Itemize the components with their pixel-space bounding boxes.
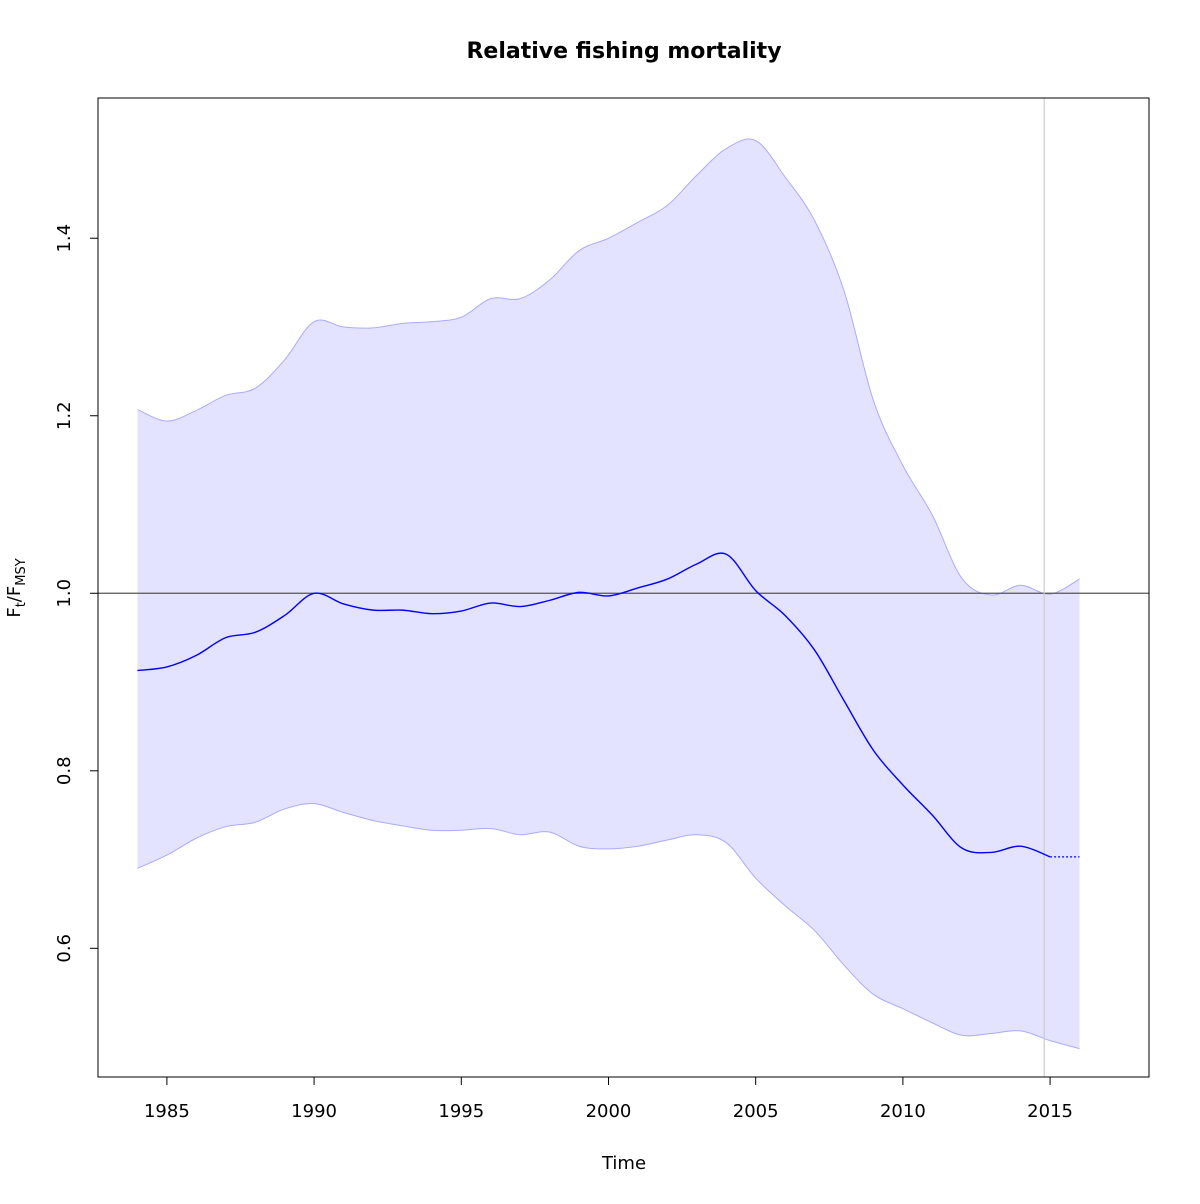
y-tick-label: 1.4 (54, 224, 75, 253)
upper-ci-line (137, 138, 1080, 596)
x-tick-label: 2005 (733, 1101, 779, 1122)
chart-title: Relative fishing mortality (466, 39, 781, 64)
lower-ci-line (137, 803, 1080, 1050)
y-axis: 0.6 0.8 1.0 1.2 1.4 (54, 224, 99, 963)
y-tick-label: 0.6 (54, 934, 75, 963)
x-tick-label: 1995 (438, 1101, 484, 1122)
y-tick-label: 1.0 (54, 579, 75, 608)
x-tick-label: 1985 (144, 1101, 190, 1122)
x-tick-label: 1990 (291, 1101, 337, 1122)
y-axis-label: Ft/FMSY (4, 558, 29, 617)
x-tick-label: 2015 (1027, 1101, 1073, 1122)
x-axis: 1985 1990 1995 2000 2005 2010 2015 (144, 1076, 1073, 1122)
y-tick-label: 0.8 (54, 756, 75, 785)
x-tick-label: 2010 (880, 1101, 926, 1122)
x-axis-label: Time (601, 1153, 646, 1174)
estimate-line (137, 552, 1051, 858)
y-tick-label: 1.2 (54, 401, 75, 430)
plot-area (98, 98, 1149, 1077)
x-tick-label: 2000 (586, 1101, 632, 1122)
